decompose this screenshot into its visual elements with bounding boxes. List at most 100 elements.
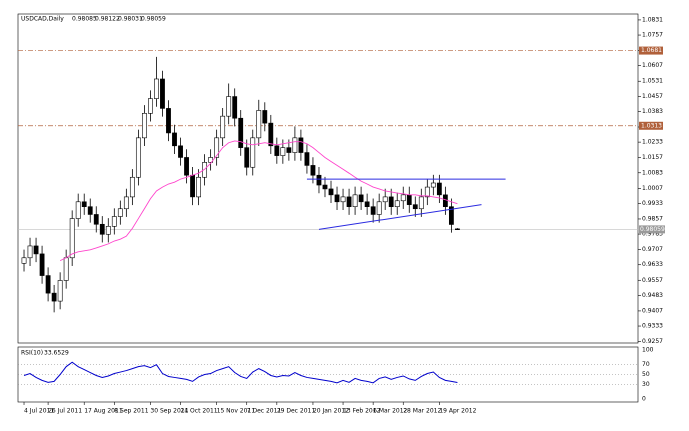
candle-body xyxy=(51,292,57,302)
candle-body xyxy=(346,196,352,208)
last-high: 0.98122 xyxy=(95,16,120,23)
y-tick-label: 0.9857 xyxy=(642,215,663,222)
candle-body xyxy=(105,226,111,235)
candle-body xyxy=(358,194,364,203)
y-tick-label: 0.9483 xyxy=(642,292,663,299)
candle-body xyxy=(184,157,189,176)
candle-body xyxy=(87,206,93,215)
candle-body xyxy=(316,174,322,186)
candle-body xyxy=(340,196,346,203)
candle-body xyxy=(388,196,394,208)
candle-body xyxy=(262,110,268,124)
candle-body xyxy=(57,280,63,302)
rsi-tick-label: 100 xyxy=(642,347,654,354)
y-tick-label: 0.9633 xyxy=(642,261,663,268)
candle-body xyxy=(69,218,75,259)
candle-body xyxy=(190,174,195,198)
candle-body xyxy=(256,110,262,139)
y-tick-label: 1.0831 xyxy=(642,16,663,23)
last-close: 0.98059 xyxy=(141,16,166,23)
x-tick-label: 19 Apr 2012 xyxy=(439,408,476,415)
candle-body xyxy=(328,188,334,196)
candle-body xyxy=(93,214,99,225)
y-tick-label: 0.9707 xyxy=(642,246,663,253)
y-tick-label: 0.9933 xyxy=(642,200,663,207)
candle-body xyxy=(250,137,256,168)
candle-body xyxy=(45,275,51,294)
y-tick-label: 1.0457 xyxy=(642,93,663,100)
candle-body xyxy=(63,257,69,281)
x-tick-label: 30 Sep 2011 xyxy=(150,408,188,415)
candle-body xyxy=(117,208,123,217)
level-label: 1.0681 xyxy=(641,47,662,54)
moving-average xyxy=(59,140,458,262)
x-tick-label: 8 Sep 2011 xyxy=(114,408,148,415)
candle-body xyxy=(292,137,298,153)
rsi-name: RSI(10) xyxy=(21,350,43,357)
y-tick-label: 0.9407 xyxy=(642,307,663,314)
y-tick-label: 1.0157 xyxy=(642,154,663,161)
x-tick-label: 28 Mar 2012 xyxy=(403,408,441,415)
x-tick-label: 4 Jul 2011 xyxy=(24,408,54,415)
candle-body xyxy=(33,245,39,255)
y-tick-label: 1.0607 xyxy=(642,62,663,69)
candle-body xyxy=(310,165,316,176)
rsi-tick-label: 30 xyxy=(642,381,650,388)
candle-body xyxy=(154,78,159,99)
candle-body xyxy=(214,137,220,158)
x-tick-label: 29 Dec 2011 xyxy=(277,408,316,415)
candle-body xyxy=(274,145,280,156)
last-open: 0.98085 xyxy=(72,16,97,23)
x-tick-label: 7 Dec 2011 xyxy=(247,408,282,415)
last-low: 0.98031 xyxy=(118,16,143,23)
rsi-tick-label: 50 xyxy=(642,371,650,378)
candle-body xyxy=(39,253,45,276)
candle-body xyxy=(412,204,418,210)
x-tick-label: 26 Jul 2011 xyxy=(48,408,82,415)
candle-body xyxy=(424,186,430,198)
candle-body xyxy=(304,152,310,166)
candle-body xyxy=(394,200,400,207)
x-tick-label: 17 Aug 2011 xyxy=(84,408,123,415)
candle-body xyxy=(220,115,226,139)
candle-body xyxy=(334,194,340,203)
trendline xyxy=(318,204,482,230)
candle-body xyxy=(364,201,370,208)
level-box xyxy=(639,46,663,55)
candle-body xyxy=(129,176,135,198)
candle-body xyxy=(27,245,33,259)
price-box xyxy=(639,225,665,234)
candle-body xyxy=(244,147,250,168)
candle-body xyxy=(322,184,328,190)
candle-body xyxy=(406,194,412,205)
candle-body xyxy=(268,122,274,147)
candle-body xyxy=(21,257,27,264)
x-tick-label: 13 Feb 2012 xyxy=(343,408,381,415)
candle-body xyxy=(123,196,129,210)
y-tick-label: 0.9783 xyxy=(642,231,663,238)
candle-body xyxy=(166,108,171,134)
rsi-tick-label: 70 xyxy=(642,361,650,368)
price-label: 0.98059 xyxy=(640,226,665,233)
candle-body xyxy=(172,132,177,147)
candle-body xyxy=(226,96,232,117)
candle-body xyxy=(178,145,183,158)
candle-body xyxy=(208,157,214,163)
rsi-tick-label: 0 xyxy=(642,396,646,403)
candle-body xyxy=(75,201,81,219)
candle-body xyxy=(81,201,87,208)
x-tick-label: 6 Mar 2012 xyxy=(373,408,407,415)
candle-body xyxy=(99,223,105,235)
candle-body xyxy=(448,206,454,225)
candle-body xyxy=(286,147,292,153)
candle-body xyxy=(352,194,358,207)
candle-body xyxy=(376,201,382,215)
level-box xyxy=(639,121,663,130)
candle-body xyxy=(400,194,406,202)
candle-body xyxy=(148,98,153,114)
candle-body xyxy=(436,182,442,196)
y-tick-label: 1.0233 xyxy=(642,139,663,146)
main-pane xyxy=(17,13,639,344)
y-tick-label: 1.0383 xyxy=(642,108,663,115)
